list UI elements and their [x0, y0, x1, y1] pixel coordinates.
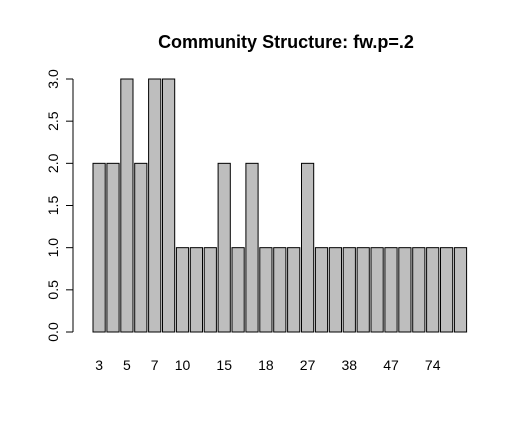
x-tick-label: 74 — [425, 357, 441, 373]
y-tick-label: 0.0 — [45, 322, 61, 342]
bar-40 — [356, 247, 370, 333]
y-tick-label: 2.5 — [45, 111, 61, 131]
bar-10 — [175, 247, 190, 333]
x-tick-label: 18 — [258, 357, 274, 373]
bar-42 — [370, 247, 384, 333]
bar-12 — [203, 247, 217, 333]
x-tick-label: 47 — [383, 357, 399, 373]
x-tick-labels: 3 5 7 10 15 18 27 38 47 74 — [95, 357, 440, 373]
bar-47 — [384, 247, 398, 333]
bar-33 — [328, 247, 342, 333]
bar-11 — [189, 247, 204, 333]
bar-23 — [287, 247, 301, 333]
bar-19 — [273, 247, 287, 333]
bar-57 — [398, 247, 412, 333]
y-axis: 0.0 0.5 1.0 1.5 2.0 2.5 3.0 — [45, 69, 74, 342]
x-tick-label: 27 — [300, 357, 316, 373]
bar-15 — [217, 162, 231, 333]
bar-7 — [148, 78, 162, 333]
y-tick-label: 3.0 — [45, 69, 61, 89]
bar-92 — [453, 247, 468, 333]
y-tick-label: 1.0 — [45, 238, 61, 258]
x-tick-label: 15 — [216, 357, 232, 373]
bar-63 — [412, 247, 426, 333]
bar-16 — [231, 247, 245, 333]
chart-title: Community Structure: fw.p=.2 — [158, 32, 414, 52]
bar-5 — [120, 78, 134, 333]
bar-27 — [301, 162, 315, 333]
x-tick-label: 5 — [123, 357, 131, 373]
bars-group — [92, 78, 468, 333]
x-tick-label: 7 — [151, 357, 159, 373]
x-tick-label: 10 — [175, 357, 191, 373]
bar-31 — [314, 247, 329, 333]
bar-74 — [426, 247, 440, 333]
bar-4 — [106, 162, 120, 333]
bar-8 — [162, 78, 176, 333]
x-tick-label: 3 — [95, 357, 103, 373]
bar-81 — [440, 247, 454, 333]
bar-6 — [134, 162, 148, 333]
y-tick-label: 1.5 — [45, 196, 61, 216]
x-tick-label: 38 — [342, 357, 358, 373]
bar-38 — [342, 247, 356, 333]
y-tick-label: 0.5 — [45, 280, 61, 300]
bar-17 — [245, 162, 259, 333]
y-tick-label: 2.0 — [45, 153, 61, 173]
bar-18 — [259, 247, 273, 333]
bar-3 — [92, 162, 106, 333]
